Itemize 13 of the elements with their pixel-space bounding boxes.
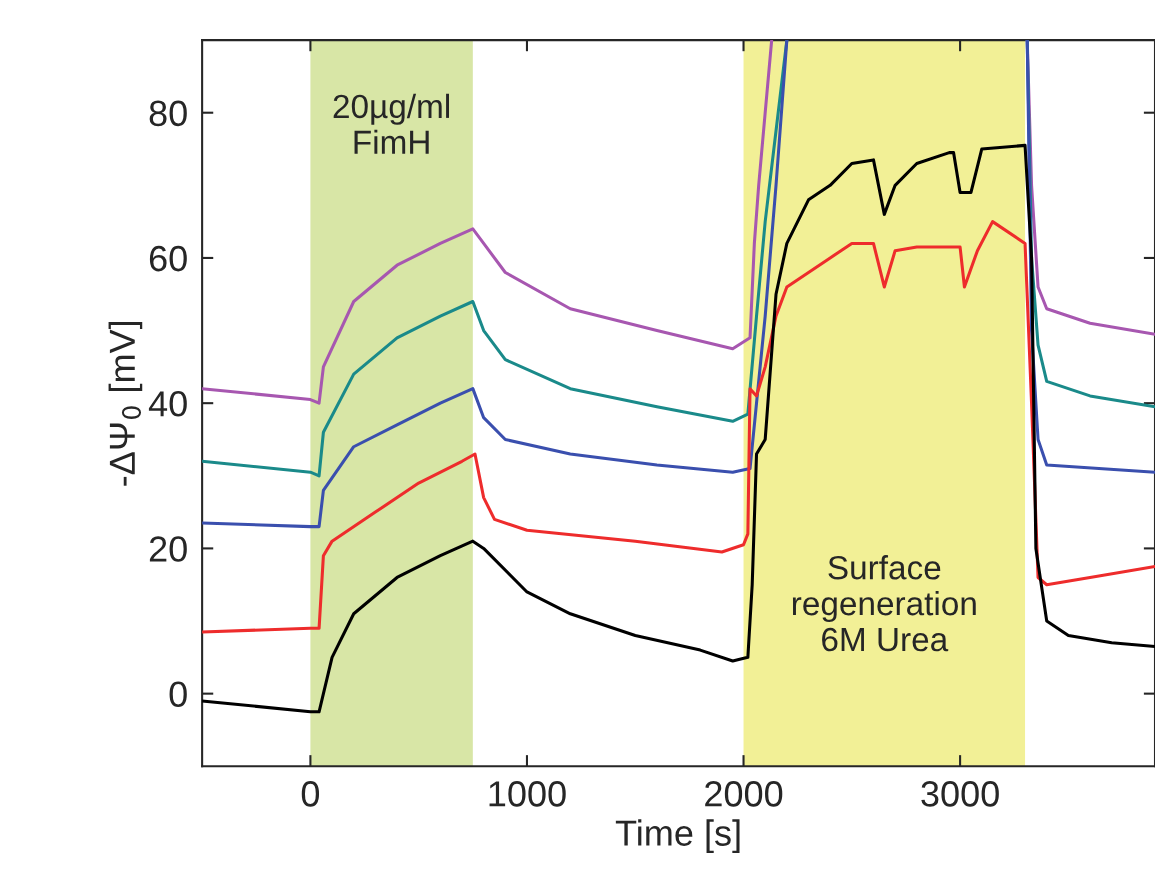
x-tick-label: 1000 <box>489 781 566 807</box>
x-tick-label: 3000 <box>921 781 999 807</box>
y-tick-label: 0 <box>169 681 187 708</box>
x-tick-label: 2000 <box>705 781 783 807</box>
x-tick-label: 0 <box>301 781 320 807</box>
band-label: Surface regeneration 6M Urea <box>792 555 976 652</box>
band-label: 20µg/ml FimH <box>333 93 450 154</box>
y-axis-title: -ΔΨ$_{0}$ [mV] <box>108 321 143 486</box>
y-tick-label: 80 <box>149 100 187 127</box>
y-tick-label: 40 <box>148 391 187 417</box>
y-tick-label: 60 <box>149 245 187 272</box>
y-tick-label: 20 <box>149 536 187 562</box>
x-axis-title: Time [s] <box>615 819 740 854</box>
